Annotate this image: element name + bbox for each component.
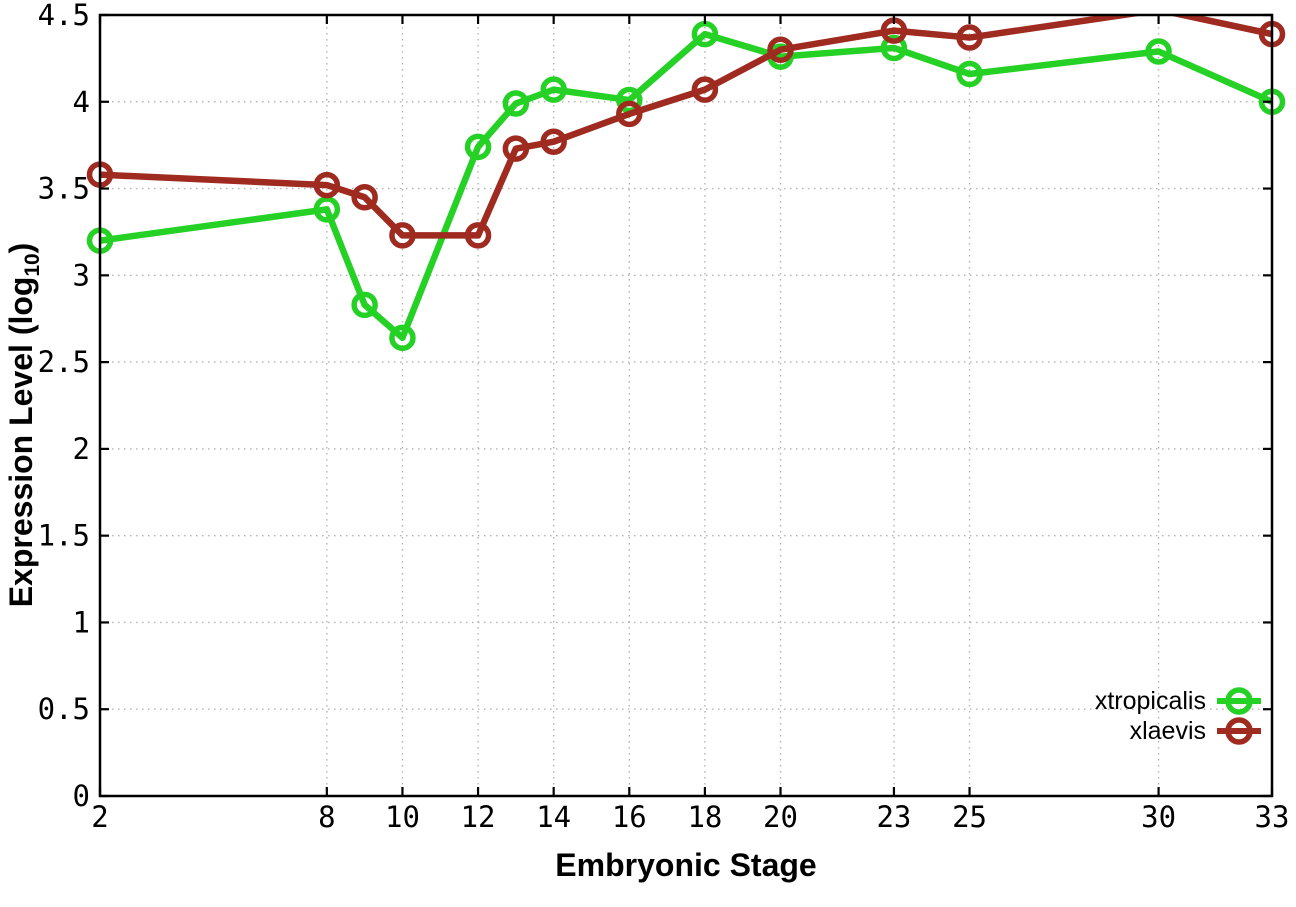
tick-marks: [98, 13, 1274, 798]
x-tick-label: 30: [1141, 800, 1176, 834]
data-point: [313, 171, 341, 199]
x-tick-label: 20: [763, 800, 798, 834]
series-markers-xtropicalis: [86, 20, 1286, 352]
y-tick-label: 4: [73, 85, 90, 119]
y-tick-label: 4.5: [38, 0, 90, 32]
data-point: [351, 183, 378, 211]
data-point: [616, 100, 643, 128]
legend-label-xlaevis: xlaevis: [1129, 717, 1206, 745]
legend-item-xtropicalis: xtropicalis: [1095, 686, 1262, 716]
data-point: [351, 291, 378, 319]
x-tick-label: 16: [612, 800, 647, 834]
data-point: [956, 24, 983, 51]
legend-item-xlaevis: xlaevis: [1130, 716, 1262, 746]
data-point: [1145, 38, 1172, 65]
x-tick-label: 33: [1255, 800, 1290, 834]
x-axis-title: Embryonic Stage: [555, 847, 817, 883]
gridlines: [99, 14, 1273, 797]
legend: xtropicalis xlaevis: [1095, 686, 1262, 746]
y-axis-title-subscript: 10: [21, 253, 45, 277]
x-tick-label: 23: [876, 800, 911, 834]
data-point: [502, 90, 530, 117]
data-point: [389, 222, 416, 249]
data-point: [956, 60, 983, 88]
legend-marker-xlaevis: [1217, 717, 1261, 745]
y-tick-label: 2: [73, 432, 90, 466]
legend-marker-xtropicalis: [1217, 687, 1261, 715]
data-point: [540, 128, 567, 155]
data-point: [540, 76, 567, 103]
data-point: [880, 34, 908, 62]
y-tick-label: 0.5: [38, 692, 90, 726]
x-tick-label: 18: [687, 800, 722, 834]
data-point: [767, 36, 794, 63]
y-tick-label: 0: [73, 779, 90, 813]
y-tick-labels: 0 0.5 1 1.5 2 2.5 3 3.5 4 4.5: [38, 0, 90, 813]
y-tick-label: 2.5: [38, 345, 90, 379]
x-tick-label: 25: [952, 800, 987, 834]
x-tick-label: 2: [91, 800, 108, 834]
series-xlaevis: [86, 15, 1286, 249]
y-axis-title-text: Expression Level (log: [2, 276, 39, 608]
y-tick-label: 3.5: [38, 172, 90, 206]
legend-label-xtropicalis: xtropicalis: [1094, 687, 1206, 715]
x-tick-labels: 2 8 10 12 14 16 18 20 23 25 30 33: [91, 800, 1289, 834]
plot-border: [98, 13, 1274, 798]
y-axis-title-close: ): [2, 242, 39, 254]
series-xtropicalis: [86, 20, 1286, 352]
data-point: [464, 222, 492, 249]
x-tick-label: 14: [536, 800, 571, 834]
y-tick-label: 1: [73, 605, 90, 639]
x-tick-label: 8: [318, 800, 335, 834]
data-point: [313, 196, 341, 223]
data-point: [464, 133, 492, 161]
x-tick-label: 10: [385, 800, 420, 834]
x-tick-label: 12: [461, 800, 496, 834]
y-tick-label: 3: [73, 258, 90, 292]
y-axis-title: Expression Level (log10): [3, 243, 45, 608]
data-point: [502, 135, 530, 162]
y-tick-label: 1.5: [38, 519, 90, 553]
data-point: [691, 76, 719, 103]
series-line-xlaevis: [100, 15, 1272, 239]
data-point: [389, 324, 416, 352]
